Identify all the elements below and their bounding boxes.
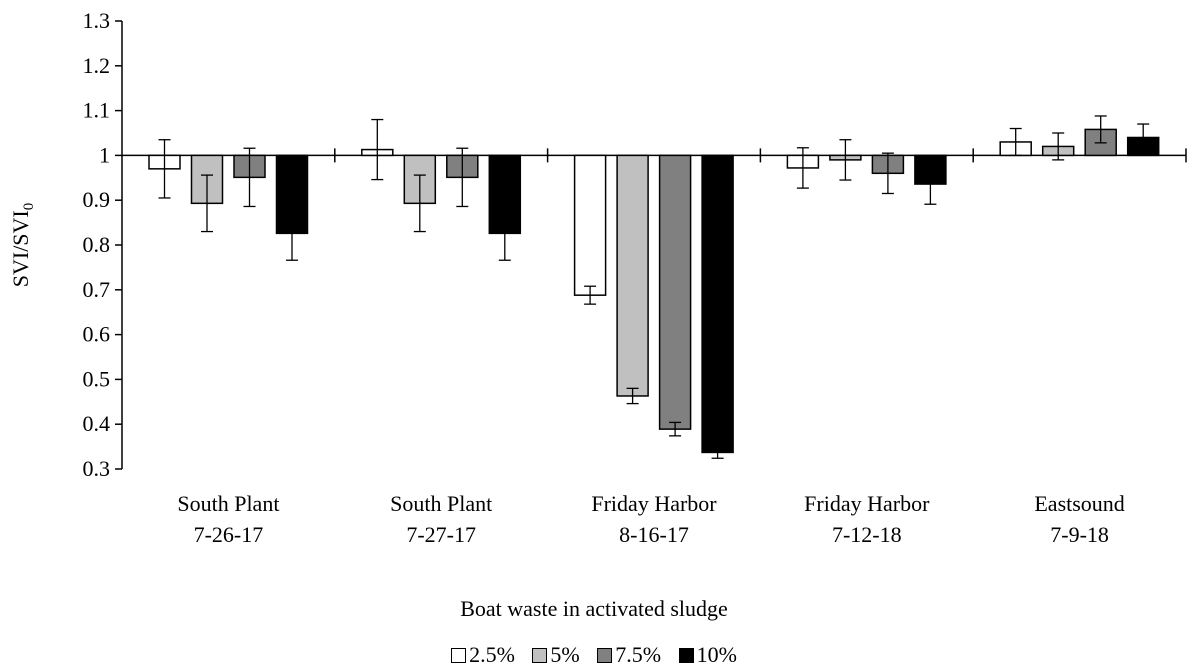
- legend-label-2-5: 2.5%: [469, 642, 515, 667]
- category-label: 7-27-17: [406, 522, 476, 547]
- category-label: South Plant: [390, 491, 492, 516]
- y-tick-label: 0.5: [83, 366, 111, 391]
- category-label: 7-26-17: [194, 522, 264, 547]
- legend-item-7-5: 7.5%: [597, 642, 661, 668]
- category-label: 8-16-17: [619, 522, 689, 547]
- legend-item-2-5: 2.5%: [451, 642, 515, 668]
- bars-layer: [148, 128, 1160, 454]
- bar: [616, 154, 649, 397]
- category-label: 7-12-18: [832, 522, 902, 547]
- error-bars-layer: [158, 115, 1150, 459]
- legend-swatch-2-5: [451, 648, 467, 663]
- category-label: South Plant: [177, 491, 279, 516]
- bar-chart: 0.30.40.50.60.70.80.911.11.21.3SVI/SVI0S…: [8, 8, 1187, 547]
- category-label: Eastsound: [1034, 491, 1124, 516]
- y-axis-title-main: SVI/SVI: [8, 210, 33, 287]
- bar: [658, 154, 692, 430]
- y-tick-label: 0.7: [83, 277, 111, 302]
- y-axis-title: SVI/SVI0: [8, 203, 37, 288]
- category-label: Friday Harbor: [591, 491, 717, 516]
- legend-swatch-10: [678, 648, 694, 663]
- bar: [573, 154, 607, 296]
- legend-swatch-5: [532, 648, 548, 663]
- y-tick-label: 0.3: [83, 456, 111, 481]
- y-axis-title-subscript: 0: [21, 203, 37, 211]
- category-label: 7-9-18: [1050, 522, 1109, 547]
- bar: [701, 154, 734, 454]
- y-tick-label: 1.2: [83, 53, 111, 78]
- legend-label-7-5: 7.5%: [615, 642, 662, 667]
- y-tick-label: 0.8: [83, 232, 111, 257]
- y-tick-label: 1: [99, 142, 110, 167]
- legend-item-10: 10%: [678, 642, 737, 668]
- legend-label-5: 5%: [550, 642, 580, 667]
- category-label: Friday Harbor: [804, 491, 930, 516]
- y-tick-label: 1.1: [83, 98, 111, 123]
- y-tick-label: 0.6: [83, 322, 111, 347]
- y-tick-label: 1.3: [83, 8, 111, 33]
- y-tick-label: 0.4: [83, 411, 111, 436]
- legend: 2.5% 5% 7.5% 10%: [0, 642, 1188, 668]
- legend-item-5: 5%: [532, 642, 580, 668]
- x-axis-title: Boat waste in activated sludge: [460, 596, 728, 621]
- y-tick-label: 0.9: [83, 187, 111, 212]
- legend-swatch-7-5: [597, 648, 613, 663]
- axes-layer: [115, 20, 1187, 470]
- labels-layer: 0.30.40.50.60.70.80.911.11.21.3SVI/SVI0S…: [8, 8, 1125, 547]
- legend-label-10: 10%: [696, 642, 737, 667]
